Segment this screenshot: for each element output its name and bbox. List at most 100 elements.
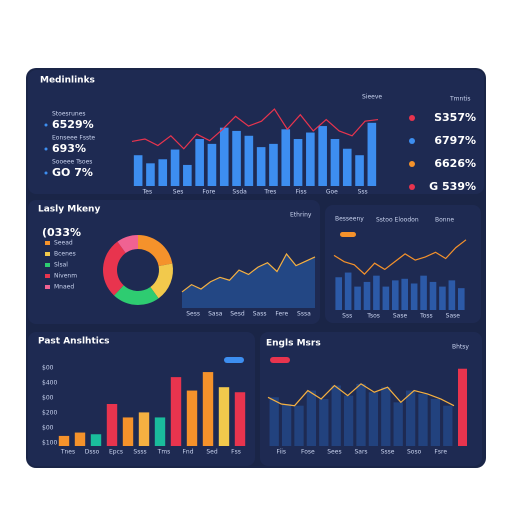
icon <box>409 161 415 167</box>
legend-swatch <box>45 252 50 256</box>
x-tick-label: Goe <box>326 189 338 196</box>
bar <box>354 286 361 310</box>
bar <box>186 390 198 446</box>
bar <box>281 404 292 446</box>
bar <box>410 283 418 310</box>
tab[interactable]: Bhtsy <box>452 344 469 351</box>
bar <box>405 390 416 446</box>
tab[interactable]: Ethriny <box>290 212 312 219</box>
x-tick-label: Fss <box>231 449 241 456</box>
bar <box>306 132 315 186</box>
bar <box>356 383 366 446</box>
headline: (033% <box>42 226 81 239</box>
donut-slice <box>117 235 138 254</box>
tab[interactable]: Sstoo Eloodon <box>376 217 419 224</box>
bar <box>355 155 364 186</box>
bullet <box>44 123 48 127</box>
toggle[interactable] <box>340 232 356 237</box>
x-tick-label: Ssss <box>133 449 146 456</box>
legend-swatch <box>45 285 50 289</box>
y-tick-label: $00 <box>42 365 54 372</box>
donut-slice <box>103 241 126 296</box>
x-tick-label: Sars <box>354 449 367 456</box>
bar <box>331 385 341 446</box>
x-tick-label: Fiis <box>277 449 286 456</box>
bar <box>318 126 327 186</box>
stat-value: 693% <box>52 142 86 155</box>
y-tick-label: $200 <box>42 410 57 417</box>
bar <box>195 139 204 186</box>
bar <box>293 139 303 186</box>
y-tick-label: $400 <box>42 380 57 387</box>
line <box>333 239 467 275</box>
bar <box>430 398 441 446</box>
bar <box>393 402 403 446</box>
bar <box>367 122 377 186</box>
bar <box>319 398 329 446</box>
x-tick-label: Sass <box>253 311 267 318</box>
analytics-panel <box>28 332 255 466</box>
panel-title: Lasly Mkeny <box>38 205 100 215</box>
x-tick-label: Fnd <box>182 449 193 456</box>
x-tick-label: Soso <box>407 449 422 456</box>
x-tick-label: Ssda <box>232 189 247 196</box>
x-tick-label: Fore <box>202 189 215 196</box>
x-tick-label: Ssse <box>381 449 395 456</box>
donut-slice <box>114 285 159 306</box>
legend-label: Nivenm <box>54 273 77 280</box>
stat-note: Stoesrunes <box>52 111 86 118</box>
x-tick-label: Tms <box>157 449 171 456</box>
bar <box>330 139 340 186</box>
bar <box>170 149 180 186</box>
bullet <box>44 171 48 175</box>
line <box>131 108 379 150</box>
icon <box>409 138 415 144</box>
bar <box>429 281 437 310</box>
bar <box>269 143 278 186</box>
x-tick-label: Sees <box>327 449 341 456</box>
bar <box>170 377 182 446</box>
x-tick-label: Sess <box>186 311 200 318</box>
stat-value: 6529% <box>52 118 94 131</box>
bar <box>401 278 409 310</box>
x-tick-label: Fose <box>301 449 315 456</box>
panel-title: Medinlinks <box>40 76 95 86</box>
legend-swatch <box>45 274 50 278</box>
bar <box>74 432 86 446</box>
stat-value: G 539% <box>429 180 476 193</box>
line <box>181 252 316 293</box>
bar <box>133 155 143 186</box>
legend-swatch <box>45 241 50 245</box>
bar <box>391 280 399 310</box>
bar <box>448 280 456 310</box>
legend-label: Mnaed <box>54 284 74 291</box>
toggle[interactable] <box>270 357 290 363</box>
x-tick-label: Toss <box>419 313 433 320</box>
bar <box>244 135 254 186</box>
bar <box>106 404 118 446</box>
bar <box>457 288 465 310</box>
tab[interactable]: Sieeve <box>362 94 382 101</box>
bar <box>183 164 192 186</box>
bar <box>90 434 102 446</box>
icon <box>409 184 415 190</box>
tab[interactable]: Bonne <box>435 217 454 224</box>
bar <box>58 435 70 446</box>
x-tick-label: Dsso <box>85 449 100 456</box>
donut-slice <box>138 235 173 267</box>
bar <box>363 281 371 310</box>
bar <box>232 130 241 186</box>
x-tick-label: Epcs <box>109 449 123 456</box>
x-tick-label: Tsos <box>366 313 380 320</box>
x-tick-label: Sesd <box>230 311 245 318</box>
bar <box>458 368 467 446</box>
tab[interactable]: Tmntis <box>449 96 470 103</box>
y-tick-label: $00 <box>42 425 54 432</box>
toggle[interactable] <box>224 357 244 363</box>
bar <box>207 143 217 186</box>
panel-title: Engls Msrs <box>266 339 321 349</box>
panel-title: Past Anslhtics <box>38 337 110 347</box>
bar <box>234 392 246 446</box>
